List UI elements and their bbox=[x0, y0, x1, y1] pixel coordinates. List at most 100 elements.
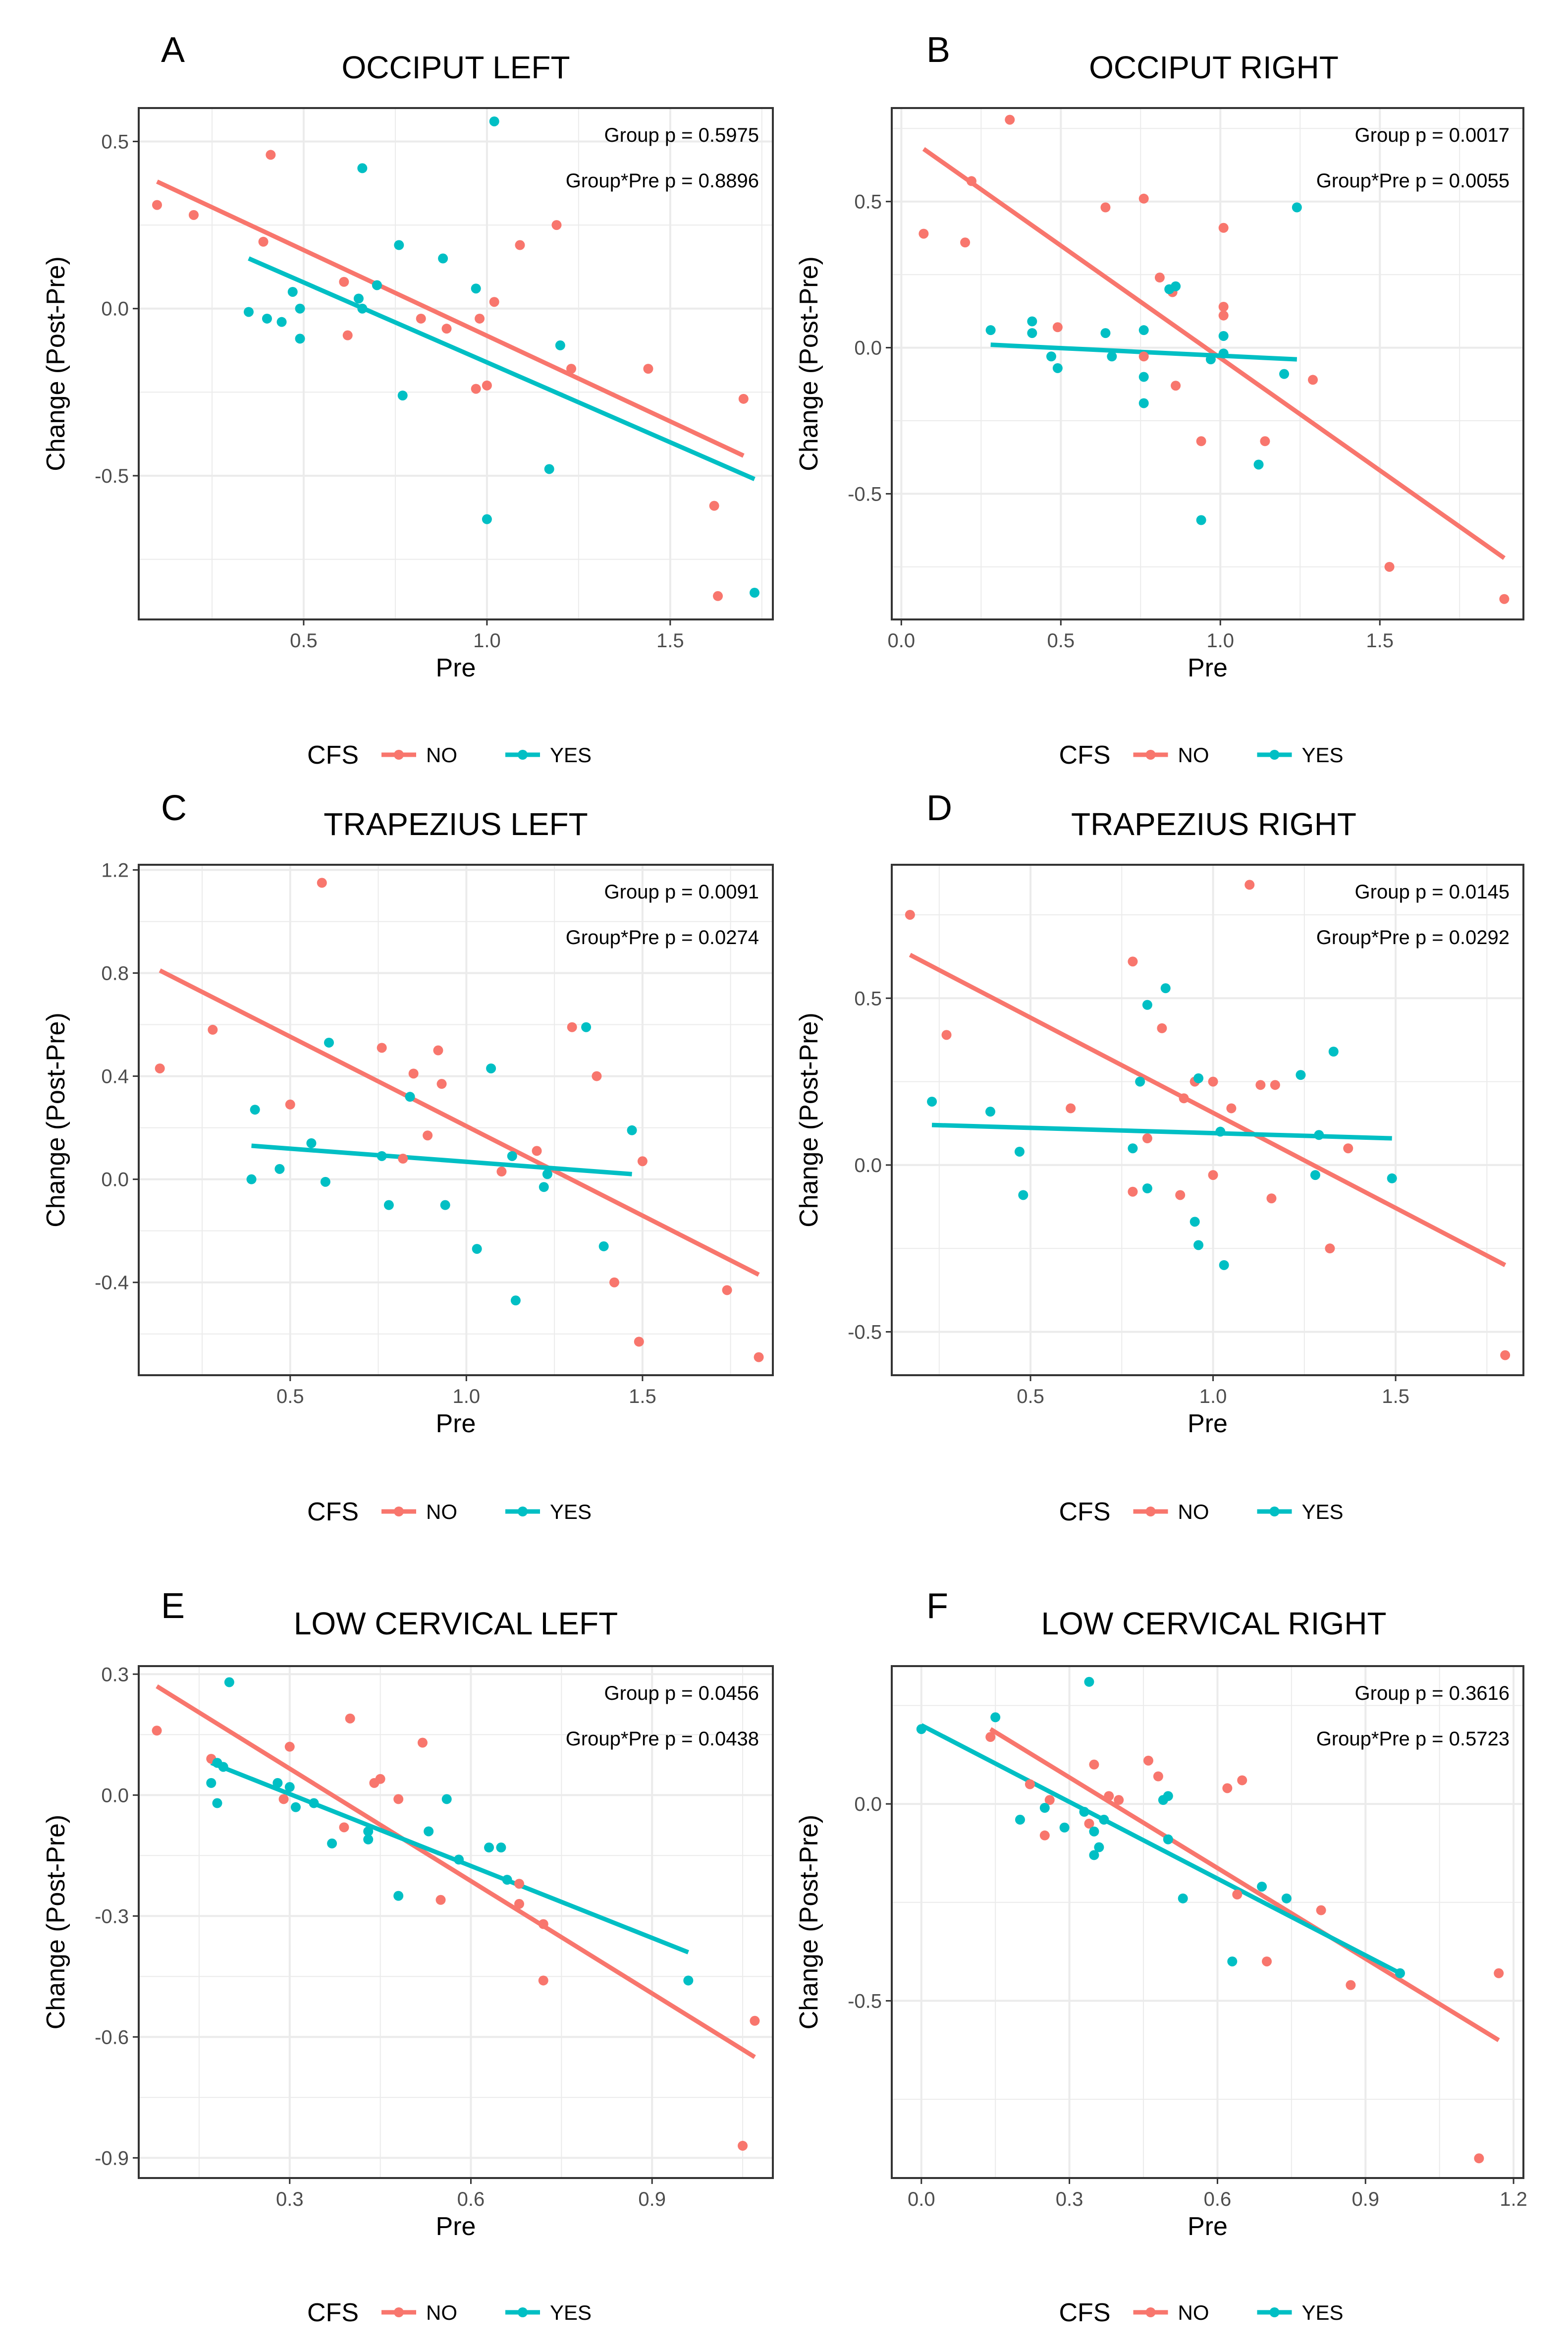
point-yes bbox=[1171, 281, 1181, 291]
legend-label-no: NO bbox=[1178, 2301, 1209, 2324]
point-no bbox=[514, 1899, 524, 1909]
point-yes bbox=[1163, 1791, 1173, 1801]
chart-panel-b: B OCCIPUT RIGHT 0.0 0.5 1.0 1.5 -0.5 0.0 0.5 Grou… bbox=[795, 30, 1524, 770]
point-no bbox=[709, 501, 719, 511]
y-tick-label: -0.6 bbox=[95, 2026, 129, 2048]
point-yes bbox=[985, 325, 996, 335]
point-yes bbox=[1128, 1143, 1138, 1154]
point-no bbox=[377, 1043, 387, 1053]
point-no bbox=[1308, 375, 1318, 385]
point-no bbox=[941, 1030, 952, 1040]
point-no bbox=[284, 1741, 295, 1752]
legend-label-yes: YES bbox=[1302, 1500, 1344, 1523]
point-no bbox=[1237, 1775, 1247, 1786]
point-yes bbox=[272, 1778, 283, 1788]
point-yes bbox=[357, 303, 368, 314]
point-yes bbox=[1059, 1822, 1070, 1833]
point-yes bbox=[295, 334, 305, 344]
point-yes bbox=[1138, 325, 1149, 335]
point-yes bbox=[1387, 1173, 1397, 1183]
point-no bbox=[713, 591, 723, 601]
point-yes bbox=[394, 240, 404, 250]
x-tick-label: 0.9 bbox=[638, 2188, 666, 2210]
point-no bbox=[155, 1063, 165, 1073]
point-no bbox=[433, 1045, 443, 1056]
point-no bbox=[345, 1713, 355, 1724]
point-yes bbox=[377, 1151, 387, 1161]
point-no bbox=[1346, 1980, 1356, 1990]
point-yes bbox=[383, 1200, 394, 1210]
point-no bbox=[966, 176, 976, 186]
point-yes bbox=[1014, 1146, 1025, 1157]
y-tick-label: -0.5 bbox=[848, 1990, 882, 2012]
chart-title: LOW CERVICAL RIGHT bbox=[1041, 1606, 1387, 1641]
point-yes bbox=[284, 1782, 295, 1792]
chart-title: OCCIPUT RIGHT bbox=[1089, 50, 1339, 85]
chart-title: OCCIPUT LEFT bbox=[341, 50, 570, 85]
point-yes bbox=[1142, 1000, 1152, 1010]
p-value-annotation: Group p = 0.0145 bbox=[1355, 881, 1510, 903]
point-yes bbox=[1084, 1677, 1094, 1687]
point-no bbox=[317, 878, 327, 888]
point-yes bbox=[405, 1092, 415, 1102]
chart-title: TRAPEZIUS LEFT bbox=[324, 806, 588, 842]
legend-key-point-no bbox=[1145, 1507, 1156, 1516]
x-tick-label: 1.0 bbox=[1199, 1386, 1227, 1407]
point-no bbox=[1222, 1783, 1233, 1793]
point-no bbox=[1218, 302, 1229, 312]
legend-key-point-yes bbox=[1269, 750, 1280, 760]
point-no bbox=[1025, 1779, 1035, 1789]
chart-title: TRAPEZIUS RIGHT bbox=[1071, 806, 1356, 842]
legend-label-no: NO bbox=[1178, 1500, 1209, 1523]
point-no bbox=[339, 277, 349, 287]
point-yes bbox=[306, 1138, 317, 1148]
p-value-annotation: Group p = 0.0091 bbox=[604, 881, 759, 903]
point-no bbox=[637, 1156, 648, 1167]
point-yes bbox=[1138, 372, 1149, 382]
point-no bbox=[471, 384, 481, 394]
point-no bbox=[1143, 1755, 1153, 1766]
point-yes bbox=[206, 1778, 216, 1788]
x-axis-title: Pre bbox=[436, 654, 476, 682]
x-axis-title: Pre bbox=[1188, 654, 1228, 682]
point-yes bbox=[581, 1022, 592, 1032]
point-no bbox=[1196, 436, 1206, 447]
x-axis-title: Pre bbox=[1188, 1409, 1228, 1438]
point-no bbox=[1226, 1103, 1237, 1114]
point-no bbox=[1171, 381, 1181, 391]
point-no bbox=[634, 1337, 644, 1347]
plot-area bbox=[892, 1666, 1523, 2178]
point-yes bbox=[438, 253, 448, 264]
point-no bbox=[398, 1154, 408, 1164]
legend-key-point-no bbox=[394, 1507, 404, 1516]
y-tick-label: 0.5 bbox=[854, 191, 882, 213]
point-no bbox=[754, 1352, 764, 1362]
x-tick-label: 0.6 bbox=[457, 2188, 485, 2210]
point-yes bbox=[544, 464, 554, 474]
x-tick-label: 1.5 bbox=[1366, 630, 1394, 652]
y-tick-label: 0.0 bbox=[854, 1793, 882, 1815]
point-yes bbox=[320, 1176, 330, 1187]
point-yes bbox=[212, 1798, 222, 1808]
chart-panel-f: F LOW CERVICAL RIGHT 0.0 0.3 0.6 0.9 1.2 -0.5 0.… bbox=[795, 1586, 1527, 2327]
point-no bbox=[750, 2015, 760, 2026]
y-axis-title: Change (Post-Pre) bbox=[795, 1012, 823, 1228]
legend-key-point-no bbox=[1145, 2307, 1156, 2317]
legend-key-point-no bbox=[394, 750, 404, 760]
fit-line-no bbox=[156, 1684, 756, 2059]
point-no bbox=[1325, 1243, 1335, 1254]
x-tick-label: 0.5 bbox=[1047, 630, 1075, 652]
legend: CFS NO YES bbox=[307, 2298, 592, 2327]
point-yes bbox=[1052, 363, 1063, 373]
point-no bbox=[1270, 1080, 1280, 1090]
fit-line-yes bbox=[248, 256, 756, 481]
point-yes bbox=[1219, 1260, 1229, 1270]
plot-area bbox=[892, 108, 1523, 619]
point-yes bbox=[440, 1200, 450, 1210]
point-no bbox=[342, 330, 353, 340]
y-tick-label: 0.0 bbox=[101, 1169, 129, 1191]
point-no bbox=[1100, 202, 1111, 213]
legend-label-yes: YES bbox=[550, 1500, 592, 1523]
point-yes bbox=[1193, 1073, 1204, 1083]
